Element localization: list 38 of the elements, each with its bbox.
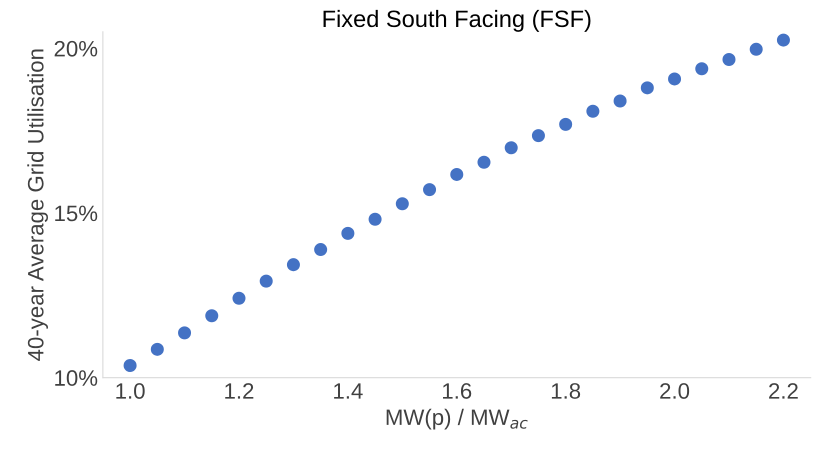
point (614, 94, 627, 108)
y-tick-label: 10% (55, 370, 98, 386)
chart-title: Fixed South Facing (FSF) (324, 10, 590, 32)
point (232, 292, 246, 305)
point (150, 342, 164, 356)
point (314, 243, 328, 256)
point (178, 326, 192, 340)
point (668, 72, 682, 86)
point (368, 212, 382, 226)
x-tick-label: 1.8 (552, 383, 580, 399)
x-tick-label: 1.4 (334, 383, 363, 399)
x-tick-label: 1.6 (443, 383, 472, 399)
point (205, 309, 218, 322)
point (559, 118, 572, 131)
point (341, 226, 354, 240)
point (423, 183, 436, 196)
point (124, 358, 137, 372)
point (695, 62, 708, 76)
point (750, 42, 763, 56)
point (504, 141, 518, 154)
point (450, 168, 464, 181)
x-tick-label: 1.2 (225, 383, 254, 399)
point (776, 34, 790, 47)
point (532, 129, 545, 142)
y-tick-label: 15% (55, 206, 98, 222)
x-tick-label: 2.0 (660, 383, 690, 399)
y-axis-title: 40-year Average Grid Utilisation (27, 50, 48, 361)
point (640, 81, 654, 94)
point (477, 156, 490, 169)
point (396, 197, 409, 210)
x-tick-label: 2.2 (769, 383, 798, 399)
x-axis-title: MW(p) / MW$_{ac}$ (386, 408, 528, 430)
point (722, 53, 736, 66)
point (286, 258, 300, 272)
point (260, 274, 273, 288)
y-tick-label: 20% (54, 40, 98, 57)
x-tick-label: 1.0 (116, 383, 145, 399)
point (586, 104, 600, 118)
